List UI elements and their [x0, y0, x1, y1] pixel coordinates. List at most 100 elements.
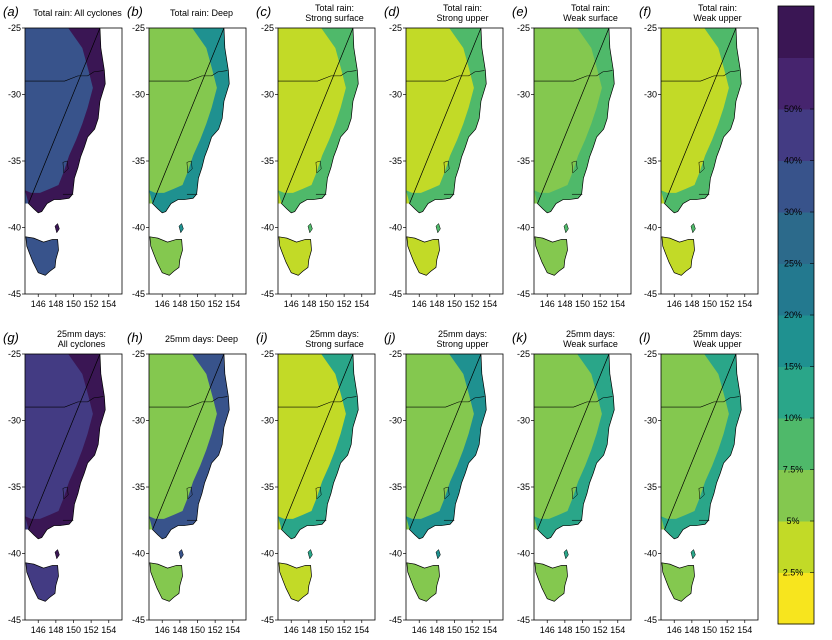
y-tick-label: -30 — [517, 90, 530, 100]
x-tick-label: 148 — [301, 625, 316, 635]
mainland-fill — [149, 354, 230, 539]
map-panel-d: (d) Total rain:Strong upper -25 -30 -35 -40 -4… — [384, 3, 504, 309]
flinders-island — [54, 223, 60, 234]
y-tick-label: -45 — [261, 289, 274, 299]
y-tick-label: -45 — [132, 289, 145, 299]
tasmania — [25, 562, 59, 602]
mainland-fill — [534, 354, 615, 539]
coastal-band-fill — [25, 28, 106, 213]
flinders-island — [435, 549, 441, 560]
coastline — [664, 28, 742, 214]
coastline — [537, 28, 615, 214]
x-tick-label: 148 — [557, 299, 572, 309]
tasmania — [661, 236, 695, 276]
act-border — [571, 486, 578, 500]
y-tick-label: -30 — [261, 416, 274, 426]
colorbar-segment — [778, 366, 814, 419]
x-tick-label: 152 — [84, 299, 99, 309]
y-tick-label: -30 — [389, 90, 402, 100]
y-tick-label: -45 — [389, 615, 402, 625]
y-tick-label: -35 — [389, 156, 402, 166]
colorbar: 2.5% 5% 7.5% 10% 15% 20% 25% 30% 40% 50% — [777, 5, 815, 625]
tasmania — [25, 236, 59, 276]
panel-label: (i) — [256, 330, 268, 345]
colorbar-segment — [778, 263, 814, 316]
panel-label: (h) — [127, 330, 143, 345]
tasmania — [534, 236, 568, 276]
colorbar-segment — [778, 109, 814, 161]
x-tick-label: 146 — [284, 299, 299, 309]
panel-label: (c) — [256, 4, 271, 19]
flinders-island — [690, 223, 696, 234]
y-tick-label: -25 — [644, 349, 657, 359]
x-tick-label: 146 — [155, 625, 170, 635]
y-tick-label: -45 — [517, 615, 530, 625]
y-tick-label: -45 — [132, 615, 145, 625]
y-tick-label: -25 — [261, 349, 274, 359]
tasmania — [661, 562, 695, 602]
x-tick-label: 146 — [667, 625, 682, 635]
map-panel-l: (l) 25mm days:Weak upper -25 -30 -35 -40 -45 14… — [639, 329, 759, 635]
x-tick-label: 154 — [482, 625, 497, 635]
state-border — [661, 396, 740, 408]
y-tick-label: -40 — [517, 549, 530, 559]
map-panel-j: (j) 25mm days:Strong upper -25 -30 -35 -40 -45… — [384, 329, 504, 635]
coastline — [281, 28, 359, 214]
y-tick-label: -40 — [8, 223, 21, 233]
colorbar-segment — [778, 521, 814, 573]
x-tick-label: 152 — [208, 625, 223, 635]
panel-label: (d) — [384, 4, 400, 19]
x-tick-label: 154 — [610, 625, 625, 635]
colorbar-label: 5% — [786, 516, 799, 526]
x-tick-label: 150 — [702, 299, 717, 309]
y-tick-label: -35 — [261, 482, 274, 492]
x-tick-label: 154 — [225, 625, 240, 635]
mainland-fill — [406, 28, 487, 213]
colorbar-label: 30% — [784, 207, 802, 217]
state-border — [149, 396, 228, 408]
tasmania — [149, 562, 183, 602]
colorbar-label: 2.5% — [783, 568, 804, 578]
colorbar-segment — [778, 6, 814, 58]
x-tick-label: 148 — [48, 299, 63, 309]
tasmania — [278, 236, 312, 276]
y-tick-label: -30 — [517, 416, 530, 426]
map-panel-i: (i) 25mm days:Strong surface -25 -30 -35 -40 -… — [256, 329, 376, 635]
x-tick-label: 146 — [284, 625, 299, 635]
y-tick-label: -25 — [132, 349, 145, 359]
map-panel-a: (a) Total rain: All cyclones -25 -30 -35 -40 -… — [3, 4, 123, 309]
map-panels: (a) Total rain: All cyclones -25 -30 -35 -40 -… — [3, 3, 759, 635]
y-tick-label: -40 — [132, 549, 145, 559]
y-tick-label: -35 — [517, 156, 530, 166]
panel-title: 25mm days: — [310, 329, 359, 339]
x-tick-label: 152 — [593, 625, 608, 635]
coastal-band-fill — [661, 354, 742, 539]
act-border — [315, 486, 322, 500]
y-tick-label: -40 — [644, 549, 657, 559]
panel-title: Total rain: — [315, 3, 354, 13]
y-tick-label: -45 — [644, 615, 657, 625]
x-tick-label: 152 — [465, 625, 480, 635]
y-tick-label: -25 — [517, 23, 530, 33]
y-tick-label: -30 — [8, 90, 21, 100]
x-tick-label: 148 — [429, 299, 444, 309]
flinders-island — [178, 223, 184, 234]
y-tick-label: -45 — [261, 615, 274, 625]
panel-title: Total rain: — [698, 3, 737, 13]
y-tick-label: -25 — [261, 23, 274, 33]
act-border — [62, 160, 69, 174]
x-tick-label: 148 — [557, 625, 572, 635]
y-tick-label: -35 — [644, 482, 657, 492]
y-tick-label: -40 — [517, 223, 530, 233]
x-tick-label: 152 — [720, 625, 735, 635]
map-panel-b: (b) Total rain: Deep -25 -30 -35 -40 -45 146 148… — [127, 4, 247, 309]
colorbar-label: 25% — [784, 259, 802, 269]
mainland-fill — [406, 354, 487, 539]
y-tick-label: -25 — [389, 23, 402, 33]
coastal-band-fill — [534, 28, 615, 213]
act-border — [62, 486, 69, 500]
mainland-fill — [25, 354, 106, 539]
panel-label: (e) — [512, 4, 528, 19]
y-tick-label: -25 — [8, 349, 21, 359]
coastal-band-fill — [278, 354, 359, 539]
